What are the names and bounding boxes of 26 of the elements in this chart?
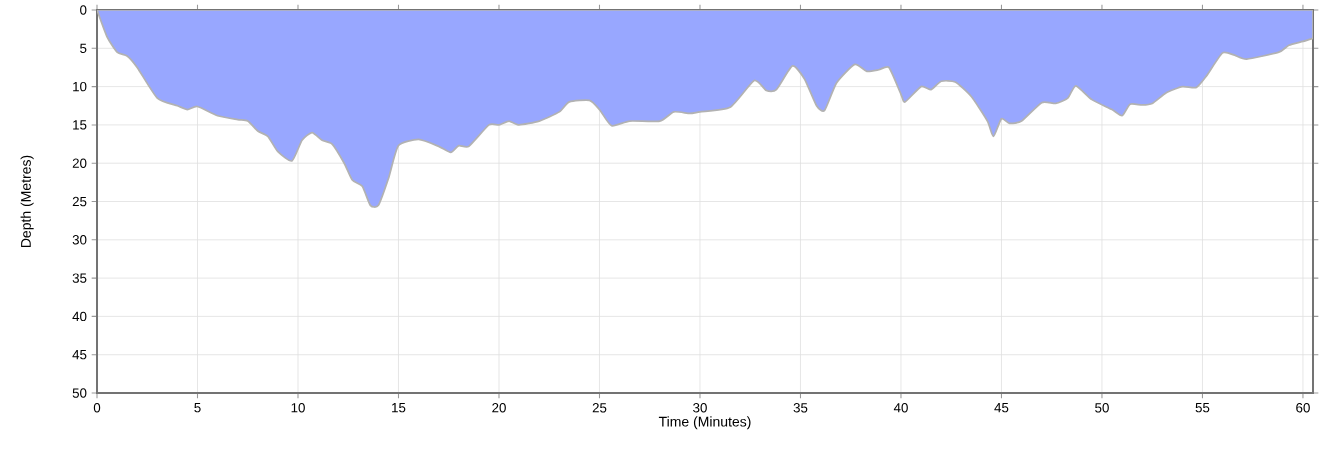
x-axis-title: Time (Minutes) (658, 416, 751, 430)
y-tick-label: 20 (72, 158, 87, 168)
x-tick-label: 15 (392, 403, 406, 413)
y-tick-label: 25 (72, 196, 87, 207)
y-tick-label: 40 (72, 311, 87, 322)
y-tick-label: 30 (72, 235, 87, 245)
y-tick-label: 45 (72, 350, 87, 360)
x-tick-label: 40 (893, 403, 908, 413)
x-tick-label: 10 (291, 403, 305, 413)
y-tick-label: 5 (80, 43, 87, 53)
x-tick-label: 60 (1296, 403, 1310, 413)
x-tick-label: 45 (994, 403, 1009, 413)
x-tick-label: 55 (1195, 403, 1210, 413)
y-tick-label: 35 (72, 273, 87, 283)
y-axis-title: Depth (Metres) (20, 155, 34, 248)
x-tick-label: 35 (793, 403, 808, 413)
x-tick-label: 50 (1095, 403, 1109, 413)
x-tick-label: 20 (492, 403, 506, 413)
y-tick-label: 15 (73, 120, 87, 130)
y-tick-label: 50 (72, 388, 87, 398)
y-tick-label: 10 (73, 81, 87, 92)
x-tick-label: 25 (592, 403, 607, 413)
x-tick-label: 30 (693, 403, 707, 413)
x-tick-label: 0 (93, 403, 101, 413)
y-tick-label: 0 (80, 5, 87, 15)
x-tick-label: 5 (194, 403, 201, 413)
